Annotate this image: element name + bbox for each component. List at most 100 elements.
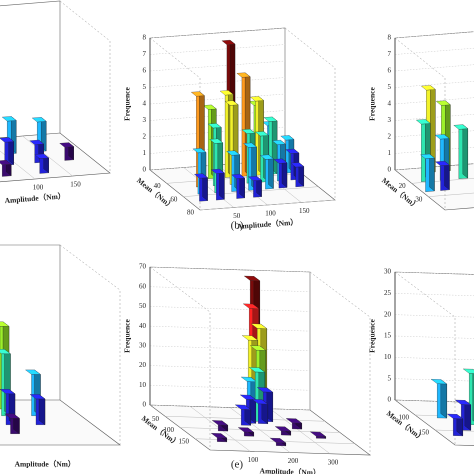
- z-grid-line: [394, 64, 474, 72]
- bar: [251, 399, 269, 425]
- z-tick-label: 4: [388, 100, 392, 108]
- z-tick-label: 0: [143, 401, 147, 409]
- bar-top: [462, 368, 474, 374]
- z-grid-line: [149, 93, 286, 105]
- z-tick-label: 4: [143, 100, 147, 108]
- y-grid-line: [411, 178, 474, 184]
- bar-top: [29, 139, 45, 145]
- z-tick-label: 1: [143, 149, 147, 157]
- bar-side: [429, 153, 435, 192]
- bar-side: [268, 154, 274, 189]
- z-axis-label: Frequence: [123, 319, 132, 353]
- bar-top: [420, 153, 435, 159]
- x-grid-line: [22, 135, 73, 177]
- bar: [269, 437, 287, 447]
- bar-top: [248, 367, 266, 373]
- bar-top: [219, 90, 234, 96]
- bar-top: [250, 323, 268, 329]
- bar: [0, 137, 15, 166]
- x-axis-label: Amplitude（Nm）: [259, 465, 320, 474]
- bar-top: [454, 399, 472, 405]
- z-grid-line: [149, 325, 311, 332]
- bar-top: [59, 142, 75, 148]
- x-tick-label: 200: [288, 457, 299, 465]
- bar: [454, 399, 472, 431]
- bar-top: [280, 135, 295, 141]
- bar-top: [309, 431, 327, 437]
- bar: [260, 154, 274, 190]
- bar-top: [234, 404, 252, 410]
- bar-top: [420, 85, 436, 91]
- z-axis-label: Frequence: [123, 87, 132, 121]
- z-tick-label: 30: [139, 341, 147, 349]
- z-tick-label: 0: [388, 166, 392, 174]
- y-tick-label: 150: [419, 429, 430, 437]
- bar-top: [255, 131, 269, 137]
- z-tick-label: 50: [139, 302, 147, 310]
- bar-top: [224, 100, 239, 106]
- bar-top: [210, 168, 225, 174]
- y-tick-label: 50: [152, 415, 160, 423]
- z-tick-label: 1: [388, 149, 392, 157]
- y-tick-label: 100: [399, 414, 410, 422]
- z-grid-line: [394, 314, 474, 318]
- z-grid-line: [149, 110, 286, 121]
- x-axis-label: Amplitude（Nm）: [4, 190, 65, 205]
- z-tick-label: 2: [388, 133, 392, 141]
- bar: [435, 160, 450, 191]
- z-tick-label: 7: [388, 50, 392, 58]
- bar-top: [34, 153, 50, 159]
- bar-top: [269, 437, 287, 444]
- z-tick-label: 3: [388, 116, 392, 124]
- z-axis-label: Frequence: [368, 87, 377, 121]
- z-grid-line: [149, 345, 311, 352]
- bar-top: [243, 275, 261, 281]
- z-tick-label: 10: [139, 381, 147, 389]
- bar-top: [221, 39, 236, 45]
- z-grid-line: [394, 271, 474, 275]
- z-tick-label: 10: [384, 353, 392, 361]
- z-grid-line: [394, 130, 474, 138]
- z-grid-line: [149, 77, 286, 88]
- panel: 100 150 Amplitude（Nm）: [0, 0, 111, 205]
- bar-top: [25, 369, 41, 375]
- bar-top: [29, 394, 46, 400]
- bar-top: [241, 335, 259, 341]
- y-grid-line: [179, 427, 341, 433]
- bar-top: [434, 134, 450, 140]
- bar-top: [192, 148, 207, 154]
- z-grid-line: [394, 31, 474, 39]
- bar-top: [271, 139, 286, 145]
- bar-top: [1, 116, 17, 122]
- z-grid-line: [149, 385, 311, 391]
- panel-label: (e): [231, 459, 244, 471]
- bar-top: [290, 162, 305, 168]
- bar-top: [241, 128, 256, 134]
- y-grid-line: [428, 192, 474, 197]
- z-grid-line: [149, 60, 286, 72]
- bar: [446, 413, 464, 437]
- z-tick-label: 3: [143, 116, 147, 124]
- bar-top: [0, 321, 10, 327]
- bar-top: [248, 176, 262, 181]
- z-grid-line: [394, 357, 474, 361]
- side-wall: [149, 266, 211, 450]
- z-grid-line: [149, 404, 311, 411]
- bar-top: [435, 160, 450, 166]
- bar-top: [243, 142, 257, 148]
- bar-top: [31, 117, 47, 123]
- bar-top: [4, 413, 20, 419]
- bar-top: [415, 119, 431, 125]
- bar-top: [260, 154, 274, 160]
- bar-top: [0, 349, 11, 354]
- z-tick-label: 40: [139, 322, 147, 330]
- back-wall: [0, 0, 61, 133]
- bar: [211, 420, 229, 432]
- y-tick-label: 40: [154, 182, 162, 190]
- x-tick-label: 150: [299, 207, 310, 215]
- z-tick-label: 20: [139, 361, 147, 369]
- bar: [59, 142, 75, 161]
- z-tick-label: 2: [143, 133, 147, 141]
